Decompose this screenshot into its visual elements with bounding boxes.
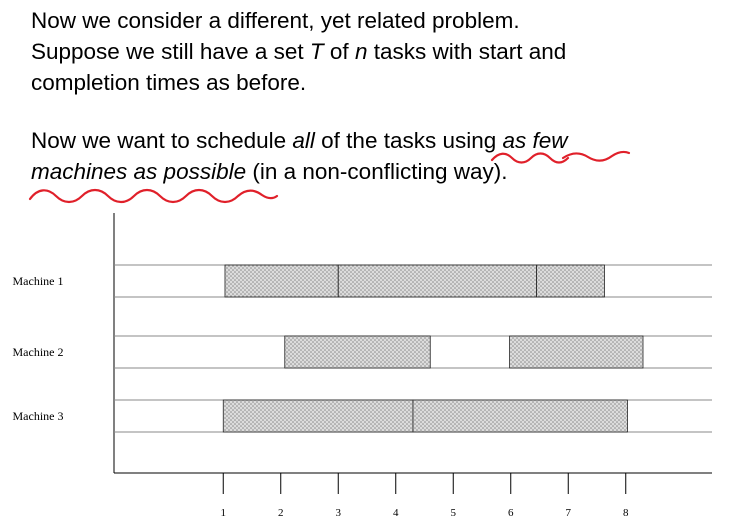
intro-paragraph: Now we consider a different, yet related…: [31, 5, 566, 98]
text-segment: of: [323, 39, 355, 64]
intro-line-3: completion times as before.: [31, 70, 307, 95]
x-tick-label: 5: [451, 507, 457, 519]
text-segment: of the tasks using: [314, 128, 503, 153]
emphasis-all: all: [292, 128, 315, 153]
emphasis-machines-as-possible: machines as possible: [31, 159, 247, 184]
task-bar: [222, 399, 414, 433]
text-segment: Suppose we still have a set: [31, 39, 310, 64]
x-tick-label: 7: [566, 507, 572, 519]
x-tick-label: 1: [221, 507, 227, 519]
math-variable-n: n: [354, 39, 368, 64]
task-bar: [412, 399, 628, 433]
machine-label: Machine 3: [13, 409, 64, 423]
text-segment: (in a non-conflicting way).: [246, 159, 508, 184]
machine-label: Machine 1: [13, 274, 64, 288]
machine-label: Machine 2: [13, 345, 64, 359]
goal-line-1: Now we want to schedule all of the tasks…: [31, 125, 568, 156]
squiggle-underline: [561, 150, 631, 162]
text-segment: tasks with start and: [367, 39, 567, 64]
text-segment: Now we want to schedule: [31, 128, 293, 153]
x-tick-label: 3: [336, 507, 342, 519]
x-tick-label: 6: [508, 507, 514, 519]
intro-line-1: Now we consider a different, yet related…: [31, 8, 520, 33]
task-bar: [536, 264, 605, 298]
goal-line-2: machines as possible (in a non-conflicti…: [31, 156, 568, 187]
emphasis-as-few: as few: [502, 128, 568, 153]
task-bar: [337, 264, 538, 298]
task-bar: [284, 335, 431, 369]
task-bar: [509, 335, 644, 369]
intro-line-2: Suppose we still have a set T of n tasks…: [31, 36, 566, 67]
math-variable-T: T: [309, 39, 324, 64]
squiggle-underline: [28, 188, 279, 204]
x-tick-label: 2: [278, 507, 284, 519]
task-bar: [224, 264, 339, 298]
x-tick-label: 4: [393, 507, 399, 519]
goal-paragraph: Now we want to schedule all of the tasks…: [31, 125, 568, 187]
x-tick-label: 8: [623, 507, 629, 519]
schedule-chart: Machine 1 Machine 2 Machine 3 1 2 3 4 5 6 7 8: [13, 213, 712, 519]
